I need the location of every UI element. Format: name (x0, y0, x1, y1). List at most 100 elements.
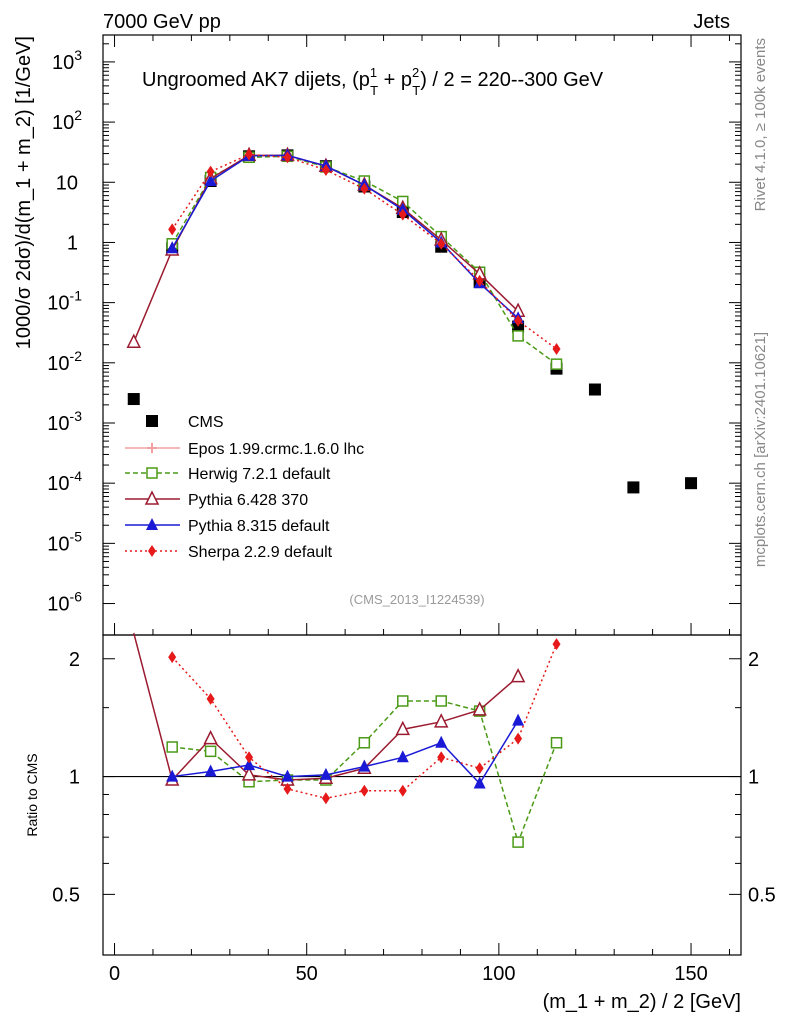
point-sherpa-2-2-9-default (475, 274, 484, 287)
y-tick-label: 10-3 (47, 408, 82, 435)
point-cms (685, 477, 698, 490)
y-tick-label: 10-5 (47, 528, 82, 555)
y-tick-label: 10 (56, 172, 78, 194)
point-pythia-8-315-default (204, 173, 217, 186)
legend-marker-epos-1-99-crmc-1-6-0-lhc (147, 443, 157, 453)
ratio-point-pythia-8-315-default (243, 758, 256, 771)
legend-label-pythia-8-315-default: Pythia 8.315 default (188, 518, 330, 535)
ratio-y-tick-label: 0.5 (52, 884, 80, 906)
ratio-point-pythia-6-428-370 (395, 720, 410, 736)
ratio-point-pythia-6-428-370 (434, 713, 449, 728)
ratio-point-sherpa-2-2-9-default (283, 782, 292, 795)
legend-label-epos-1-99-crmc-1-6-0-lhc: Epos 1.99.crmc.1.6.0 lhc (188, 441, 364, 458)
legend-label-herwig-7-2-1-default: Herwig 7.2.1 default (188, 466, 331, 483)
ratio-y-tick-label: 2 (69, 649, 80, 671)
ratio-point-herwig-7-2-1-default (166, 741, 178, 753)
header-jets: Jets (693, 11, 730, 33)
mcplots-label: mcplots.cern.ch [arXiv:2401.10621] (752, 332, 769, 567)
ratio-y-tick-label: 1 (69, 767, 80, 789)
legend-label-pythia-6-428-370: Pythia 6.428 370 (188, 492, 308, 509)
point-sherpa-2-2-9-default (552, 342, 561, 355)
point-pythia-8-315-default (166, 241, 179, 254)
ratio-point-herwig-7-2-1-default (550, 737, 563, 749)
x-tick-label: 150 (674, 963, 707, 985)
ratio-point-herwig-7-2-1-default (397, 695, 409, 707)
point-sherpa-2-2-9-default (168, 223, 177, 236)
point-cms (627, 481, 640, 494)
rivet-label: Rivet 4.1.0, ≥ 100k events (752, 38, 769, 211)
ratio-point-sherpa-2-2-9-default (206, 692, 215, 705)
ratio-y-tick-label-right: 0.5 (748, 884, 776, 906)
point-herwig-7-2-1-default (550, 358, 563, 370)
ratio-point-pythia-6-428-370 (510, 667, 526, 683)
legend-marker-pythia-6-428-370 (144, 490, 160, 505)
point-cms (588, 383, 601, 396)
legend-marker-cms (146, 415, 158, 427)
analysis-watermark: (CMS_2013_I1224539) (349, 592, 484, 607)
legend-label-sherpa-2-2-9-default: Sherpa 2.2.9 default (188, 544, 333, 561)
legend-label-cms: CMS (188, 414, 224, 431)
ratio-point-pythia-8-315-default (319, 767, 332, 780)
x-tick-label: 50 (296, 963, 318, 985)
ratio-y-tick-label-right: 2 (748, 649, 759, 671)
legend-marker-pythia-8-315-default (146, 518, 158, 530)
legend-marker-herwig-7-2-1-default (146, 467, 158, 479)
point-sherpa-2-2-9-default (514, 314, 523, 327)
legend: CMS Epos 1.99.crmc.1.6.0 lhc Herwig 7.2.1 … (125, 414, 364, 561)
ratio-point-sherpa-2-2-9-default (514, 732, 523, 745)
point-sherpa-2-2-9-default (321, 163, 330, 176)
ratio-point-pythia-6-428-370 (241, 766, 257, 781)
y-tick-label: 103 (52, 47, 82, 74)
ratio-plot-frame (102, 634, 742, 956)
point-sherpa-2-2-9-default (245, 148, 254, 161)
ratio-point-pythia-8-315-default (204, 764, 217, 777)
point-pythia-6-428-370 (126, 333, 141, 348)
x-axis-label: (m_1 + m_2) / 2 [GeV] (543, 991, 741, 1013)
point-sherpa-2-2-9-default (398, 208, 407, 221)
ratio-point-pythia-8-315-default (435, 735, 448, 748)
ratio-point-pythia-8-315-default (473, 776, 486, 789)
ratio-point-sherpa-2-2-9-default (475, 762, 484, 775)
legend-marker-sherpa-2-2-9-default (148, 545, 156, 557)
ratio-y-axis-label: Ratio to CMS (24, 753, 40, 836)
y-tick-label: 1 (67, 232, 78, 254)
y-tick-label: 10-2 (47, 348, 82, 375)
ratio-point-sherpa-2-2-9-default (245, 751, 254, 764)
ratio-point-sherpa-2-2-9-default (321, 792, 330, 805)
ratio-point-pythia-8-315-default (166, 769, 179, 782)
ratio-point-sherpa-2-2-9-default (437, 751, 446, 764)
y-tick-label: 10-4 (47, 468, 82, 495)
main-series-layer (126, 146, 698, 494)
ratio-point-herwig-7-2-1-default (358, 737, 371, 749)
point-sherpa-2-2-9-default (283, 151, 292, 164)
header-energy: 7000 GeV pp (103, 11, 221, 33)
x-tick-label: 0 (109, 963, 120, 985)
ratio-point-sherpa-2-2-9-default (168, 651, 177, 664)
ratio-point-herwig-7-2-1-default (435, 695, 447, 707)
point-cms (127, 393, 140, 406)
line-pythia-8-315-default (171, 154, 519, 319)
ratio-point-pythia-6-428-370 (472, 701, 487, 716)
ratio-point-pythia-8-315-default (358, 759, 371, 772)
ratio-point-sherpa-2-2-9-default (552, 638, 561, 651)
line-pythia-6-428-370 (133, 154, 519, 343)
x-tick-label: 100 (482, 963, 515, 985)
point-sherpa-2-2-9-default (360, 182, 369, 195)
ratio-point-sherpa-2-2-9-default (398, 784, 407, 797)
point-sherpa-2-2-9-default (206, 165, 215, 178)
main-y-axis-label: 1000/σ 2dσ)/d(m_1 + m_2) [1/GeV] (13, 36, 35, 349)
y-tick-label: 10-1 (47, 288, 82, 315)
ratio-line-pythia-6-428-370 (133, 632, 519, 782)
point-sherpa-2-2-9-default (437, 237, 446, 250)
ratio-y-tick-label-right: 1 (748, 767, 759, 789)
y-tick-label: 10-6 (47, 589, 82, 616)
ratio-point-pythia-6-428-370 (203, 729, 218, 745)
ratio-point-pythia-8-315-default (281, 769, 294, 782)
ratio-point-pythia-8-315-default (396, 750, 409, 763)
point-herwig-7-2-1-default (512, 330, 524, 342)
ratio-point-herwig-7-2-1-default (204, 745, 217, 758)
ratio-line-pythia-8-315-default (172, 720, 519, 785)
y-tick-label: 102 (52, 107, 82, 134)
axis-ticks: 0 50 100 15010310210110-110-210-310-410-510… (47, 35, 776, 985)
